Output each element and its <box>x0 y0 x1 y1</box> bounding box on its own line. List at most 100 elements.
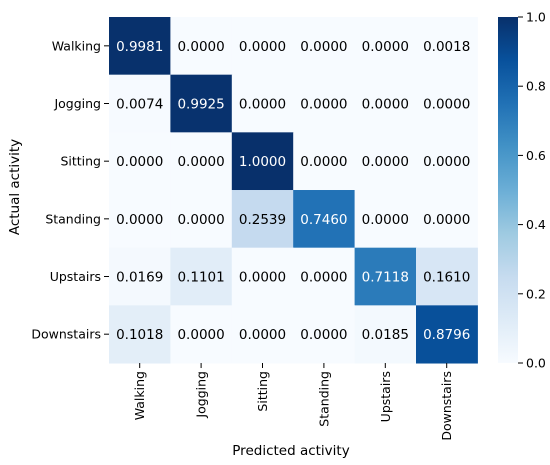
cell-value-label: 0.0000 <box>239 327 286 343</box>
cell-value-label: 0.7460 <box>300 212 347 228</box>
heatmap-cell <box>416 132 478 191</box>
heatmap-cell <box>170 74 233 133</box>
heatmap-cell <box>354 247 417 306</box>
colorbar-tick-label: 0.6 <box>526 148 546 163</box>
heatmap-cell <box>293 190 356 249</box>
heatmap-cell <box>416 74 478 133</box>
cell-value-label: 0.7118 <box>362 270 409 286</box>
heatmap-cell <box>354 132 417 191</box>
heatmap-cell <box>231 132 294 191</box>
heatmap-cell-labels: 0.9981 0.0000 0.0000 0.0000 0.0000 0.0018 0.00… <box>116 39 470 343</box>
colorbar-tick-label: 0.2 <box>526 286 546 301</box>
cell-value-label: 0.0000 <box>362 97 409 113</box>
cell-value-label: 0.0000 <box>423 212 470 228</box>
heatmap-cell <box>293 17 356 76</box>
cell-value-label: 0.1101 <box>177 270 224 286</box>
heatmap-cell <box>109 305 171 364</box>
cell-value-label: 0.0000 <box>177 212 224 228</box>
heatmap-cell <box>293 132 356 191</box>
y-axis-title: Actual activity <box>7 139 23 235</box>
cell-value-label: 0.0000 <box>300 154 347 170</box>
colorbar-tick-label: 0.8 <box>526 79 546 94</box>
x-tick-label: Sitting <box>255 371 270 412</box>
heatmap-cell <box>416 17 478 76</box>
cell-value-label: 0.0074 <box>116 97 163 113</box>
colorbar-tick-label: 0.0 <box>526 356 546 371</box>
heatmap-cell <box>354 305 417 364</box>
cell-value-label: 0.8796 <box>423 327 470 343</box>
colorbar-scale <box>498 17 518 363</box>
heatmap-cell <box>231 247 294 306</box>
cell-value-label: 1.0000 <box>239 154 286 170</box>
heatmap-cell <box>354 74 417 133</box>
colorbar-ticks: 0.0 0.2 0.4 0.6 0.8 1.0 <box>518 10 546 371</box>
y-tick-label: Standing <box>45 211 101 226</box>
cell-value-label: 0.1610 <box>423 270 470 286</box>
cell-value-label: 0.0000 <box>239 97 286 113</box>
x-tick-label: Downstairs <box>439 371 454 441</box>
cell-value-label: 0.0000 <box>300 97 347 113</box>
y-tick-label: Sitting <box>60 154 101 169</box>
cell-value-label: 0.0000 <box>362 39 409 55</box>
y-tick-label: Jogging <box>53 96 101 111</box>
cell-value-label: 0.1018 <box>116 327 163 343</box>
heatmap-cell <box>416 190 478 249</box>
cell-value-label: 0.0000 <box>177 154 224 170</box>
heatmap-cell <box>170 132 233 191</box>
heatmap-cell <box>231 17 294 76</box>
cell-value-label: 0.0000 <box>300 39 347 55</box>
heatmap-cell <box>231 74 294 133</box>
y-tick-label: Downstairs <box>31 327 101 342</box>
heatmap-cell <box>354 17 417 76</box>
x-tick-label: Jogging <box>194 371 209 419</box>
cell-value-label: 0.0000 <box>423 154 470 170</box>
cell-value-label: 0.0169 <box>116 270 163 286</box>
cell-value-label: 0.0000 <box>362 212 409 228</box>
cell-value-label: 0.9925 <box>177 97 224 113</box>
cell-value-label: 0.0000 <box>300 327 347 343</box>
heatmap-cell <box>293 247 356 306</box>
heatmap-cell <box>231 190 294 249</box>
cell-value-label: 0.0000 <box>423 97 470 113</box>
y-axis-ticks: Walking Jogging Sitting Standing Upstairs Dow… <box>31 38 109 342</box>
y-tick-label: Upstairs <box>50 269 101 284</box>
cell-value-label: 0.0000 <box>177 39 224 55</box>
cell-value-label: 0.0000 <box>177 327 224 343</box>
heatmap-cell <box>170 305 233 364</box>
heatmap-cell <box>170 190 233 249</box>
heatmap-cell <box>416 247 478 306</box>
heatmap-cell <box>231 305 294 364</box>
heatmap-cell <box>416 305 478 364</box>
heatmap-cell <box>109 74 171 133</box>
x-tick-label: Upstairs <box>378 371 393 422</box>
cell-value-label: 0.0000 <box>116 212 163 228</box>
heatmap-cells <box>109 17 478 364</box>
x-axis-title: Predicted activity <box>232 443 349 459</box>
cell-value-label: 0.0018 <box>423 39 470 55</box>
y-tick-label: Walking <box>52 38 101 53</box>
heatmap-cell <box>293 74 356 133</box>
heatmap-cell <box>109 17 171 76</box>
cell-value-label: 0.0000 <box>362 154 409 170</box>
heatmap-cell <box>109 132 171 191</box>
colorbar-tick-label: 1.0 <box>526 10 546 25</box>
heatmap-cell <box>170 247 233 306</box>
cell-value-label: 0.0000 <box>239 270 286 286</box>
cell-value-label: 0.0000 <box>300 270 347 286</box>
x-axis-ticks: Walking Jogging Sitting Standing Upstairs Dow… <box>132 363 454 441</box>
x-tick-label: Walking <box>132 371 147 420</box>
colorbar: 0.0 0.2 0.4 0.6 0.8 1.0 <box>498 10 546 371</box>
cell-value-label: 0.0185 <box>362 327 409 343</box>
cell-value-label: 0.0000 <box>116 154 163 170</box>
heatmap-cell <box>109 190 171 249</box>
colorbar-tick-label: 0.4 <box>526 217 546 232</box>
heatmap-cell <box>109 247 171 306</box>
x-tick-label: Standing <box>316 371 331 427</box>
heatmap-cell <box>293 305 356 364</box>
cell-value-label: 0.0000 <box>239 39 286 55</box>
heatmap-cell <box>354 190 417 249</box>
cell-value-label: 0.9981 <box>116 39 163 55</box>
cell-value-label: 0.2539 <box>239 212 286 228</box>
heatmap-cell <box>170 17 233 76</box>
